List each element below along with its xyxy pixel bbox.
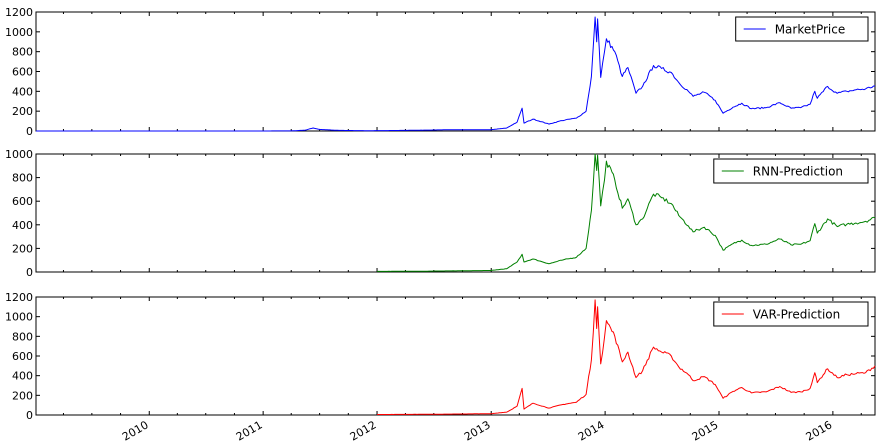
chart-panel-2: 0 200 400 600 800 1000 RNN-Prediction xyxy=(5,148,876,279)
x-tick-label: 2015 xyxy=(690,418,721,443)
x-tick-label: 2011 xyxy=(234,418,265,443)
y-tick-label: 0 xyxy=(26,266,33,279)
y-tick-label: 0 xyxy=(26,125,33,138)
series-line-var-prediction xyxy=(377,299,876,415)
x-tick-label: 2010 xyxy=(120,418,151,443)
y-tick-label: 600 xyxy=(12,350,33,363)
chart-panel-1: 0 200 400 600 800 1000 1200 MarketPrice xyxy=(5,6,876,138)
y-tick-label: 1200 xyxy=(5,6,33,19)
y-tick-label: 200 xyxy=(12,242,33,255)
y-tick-label: 1000 xyxy=(5,26,33,39)
y-tick-label: 200 xyxy=(12,105,33,118)
y-tick-label: 600 xyxy=(12,195,33,208)
y-tick-label: 200 xyxy=(12,389,33,402)
y-tick-label: 400 xyxy=(12,85,33,98)
x-tick-label: 2016 xyxy=(804,418,835,443)
y-tick-label: 800 xyxy=(12,330,33,343)
y-tick-label: 1000 xyxy=(5,311,33,324)
legend-label: MarketPrice xyxy=(775,23,846,37)
series-line-marketprice xyxy=(36,16,876,132)
plot-frame xyxy=(35,11,876,132)
legend-label: VAR-Prediction xyxy=(753,308,840,322)
y-tick-label: 800 xyxy=(12,172,33,185)
x-tick-label: 2012 xyxy=(348,418,379,443)
y-tick-label: 1000 xyxy=(5,148,33,161)
series-line-rnn-prediction xyxy=(377,153,876,272)
chart-panel-3: 0 200 400 600 800 1000 1200 VAR-Prediction xyxy=(5,291,876,422)
legend-label: RNN-Prediction xyxy=(753,165,843,179)
y-tick-label: 400 xyxy=(12,370,33,383)
x-tick-label: 2013 xyxy=(462,418,493,443)
y-tick-label: 600 xyxy=(12,66,33,79)
y-tick-label: 0 xyxy=(26,409,33,422)
x-tick-label: 2014 xyxy=(576,418,607,443)
y-tick-label: 400 xyxy=(12,219,33,232)
y-tick-label: 1200 xyxy=(5,291,33,304)
y-tick-label: 800 xyxy=(12,46,33,59)
